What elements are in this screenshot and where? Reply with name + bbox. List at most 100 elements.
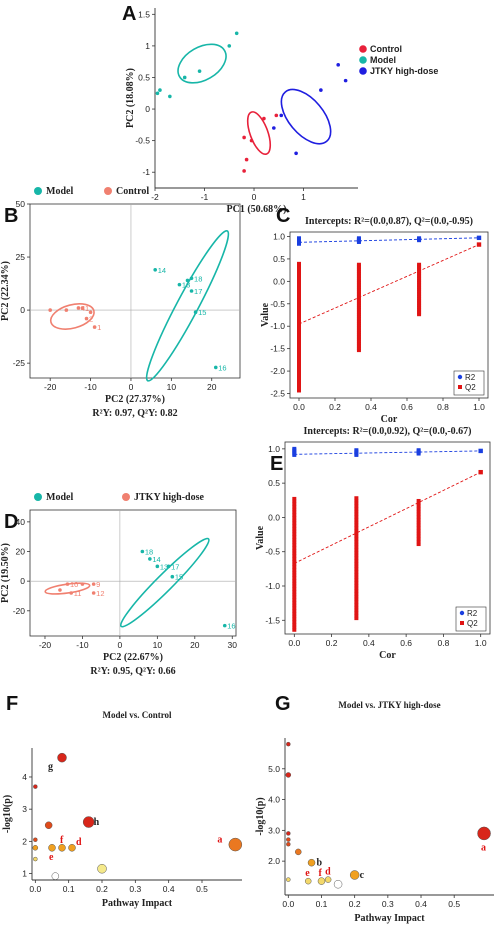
- permutation-point: [356, 332, 361, 336]
- plot-frame: [284, 441, 491, 635]
- permutation-point: [297, 265, 301, 269]
- permutation-point: [354, 559, 359, 563]
- y-tick-label: 25: [16, 252, 26, 262]
- permutation-point: [292, 576, 297, 580]
- point-label: 15: [175, 573, 183, 582]
- permutation-point: [297, 326, 301, 330]
- permutation-point: [417, 295, 422, 299]
- data-point: [272, 126, 276, 130]
- permutation-point: [292, 557, 297, 561]
- pathway-label: c: [360, 870, 365, 881]
- permutation-point: [356, 264, 361, 268]
- permutation-point: [354, 509, 359, 514]
- permutation-point: [356, 262, 361, 266]
- permutation-point: [297, 313, 301, 318]
- permutation-point: [292, 535, 297, 539]
- permutation-point: [356, 269, 361, 274]
- permutation-point: [297, 312, 301, 316]
- x-tick-label: 0: [129, 382, 134, 392]
- permutation-point: [416, 520, 421, 525]
- permutation-point: [354, 584, 359, 588]
- permutation-point: [297, 389, 301, 393]
- y-tick-label: -0.5: [135, 136, 150, 146]
- permutation-point: [354, 545, 359, 549]
- permutation-point: [292, 570, 297, 575]
- legend-label: JTKY high-dose: [370, 66, 438, 76]
- pathway-point: [477, 826, 491, 841]
- x-tick-label: -10: [76, 640, 89, 650]
- permutation-point: [297, 351, 301, 355]
- permutation-point: [297, 294, 301, 298]
- legend-swatch: [34, 187, 42, 195]
- permutation-point: [292, 505, 297, 509]
- regression-line: [298, 237, 480, 243]
- permutation-point: [297, 278, 301, 282]
- y-tick-label: -0.5: [270, 299, 285, 309]
- x-tick-label: 0.2: [349, 899, 361, 909]
- permutation-point: [292, 628, 297, 632]
- legend-swatch: [458, 385, 462, 389]
- permutation-point: [356, 311, 361, 315]
- permutation-point: [417, 304, 422, 308]
- permutation-point: [297, 285, 301, 289]
- legend-label: Control: [116, 186, 149, 197]
- permutation-point: [417, 311, 422, 315]
- point-label: 14: [152, 555, 160, 564]
- permutation-point: [354, 523, 359, 527]
- pathway-point: [307, 858, 316, 867]
- permutation-point: [417, 277, 422, 281]
- y-axis-label: -log10(p): [255, 797, 266, 835]
- data-point: [197, 69, 202, 73]
- permutation-point: [354, 586, 359, 590]
- permutation-point: [292, 592, 297, 597]
- y-axis-label: PC2 (19.50%): [0, 543, 11, 603]
- permutation-point: [297, 358, 301, 362]
- point-label: 13: [182, 281, 190, 290]
- permutation-point: [356, 318, 361, 322]
- y-tick-label: 1.5: [138, 9, 150, 19]
- permutation-point: [417, 286, 422, 290]
- legend-label: R2: [467, 609, 478, 618]
- x-tick-label: 0.3: [382, 899, 394, 909]
- permutation-point: [292, 595, 297, 599]
- permutation-point: [297, 331, 301, 336]
- data-point: [80, 306, 85, 310]
- permutation-point: [356, 338, 361, 342]
- permutation-point: [297, 299, 301, 303]
- permutation-point: [417, 271, 422, 275]
- permutation-point: [297, 365, 301, 370]
- x-tick-label: 0.0: [282, 899, 294, 909]
- permutation-point: [297, 385, 301, 389]
- y-tick-label: 0.0: [268, 512, 280, 522]
- permutation-point: [417, 266, 422, 270]
- data-point: [140, 549, 145, 554]
- data-point: [166, 564, 171, 569]
- permutation-point: [354, 611, 359, 615]
- permutation-point: [297, 387, 301, 391]
- permutation-point: [356, 321, 361, 326]
- pathway-label: d: [76, 837, 82, 848]
- permutation-point: [292, 518, 297, 523]
- permutation-point: [416, 526, 421, 530]
- pathway-label: f: [60, 835, 64, 846]
- pathway-point: [324, 876, 332, 883]
- permutation-point: [356, 314, 361, 318]
- data-point: [84, 316, 89, 321]
- permutation-point: [354, 608, 359, 612]
- panel-c: C 0.0 0.2 0.4 0.6 0.8 1.0 -2.5 -2.0 -1.5 -1.0 -0.5 0…: [260, 205, 489, 425]
- x-tick-label: 30: [228, 640, 238, 650]
- permutation-point: [297, 270, 301, 275]
- permutation-point: [356, 271, 361, 275]
- pathway-point: [58, 844, 66, 852]
- data-point: [249, 138, 254, 143]
- permutation-point: [297, 315, 301, 319]
- y-tick-label: -20: [13, 606, 26, 616]
- x-tick-label: 0.0: [288, 638, 300, 648]
- x-tick-label: 0.4: [365, 402, 377, 412]
- y-tick-label: 4.0: [268, 795, 280, 805]
- permutation-point: [416, 498, 421, 503]
- permutation-point: [354, 567, 359, 571]
- y-tick-label: -1.5: [265, 615, 280, 625]
- chart-title: Intercepts: R²=(0.0,0.92), Q²=(0.0,-0.67…: [303, 426, 471, 437]
